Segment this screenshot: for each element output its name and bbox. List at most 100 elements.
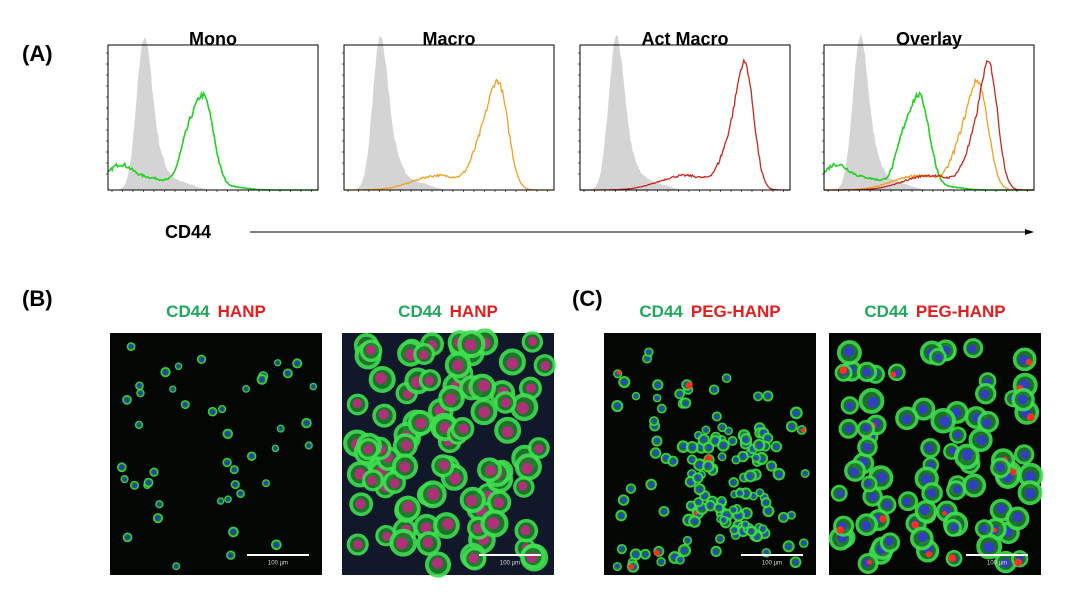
- cell-nucleus: [1024, 488, 1036, 499]
- cell-nucleus: [225, 431, 230, 436]
- cell-nucleus: [304, 420, 310, 426]
- cell-nucleus: [478, 406, 490, 418]
- isotype-histogram: [824, 34, 1034, 190]
- cell-nucleus: [861, 520, 871, 531]
- cell-nucleus: [146, 480, 151, 485]
- cell-nucleus: [979, 524, 988, 533]
- cell-nucleus: [921, 474, 932, 485]
- cell-nucleus: [200, 357, 205, 362]
- cell-nucleus: [399, 461, 411, 473]
- cell-nucleus: [516, 402, 529, 415]
- nanoparticle: [1014, 558, 1022, 567]
- cell-nucleus: [681, 548, 687, 554]
- nanoparticle: [911, 521, 919, 529]
- cell-nucleus: [649, 482, 655, 488]
- cell-nucleus: [743, 522, 748, 527]
- histogram-frame: [107, 44, 319, 191]
- cell-nucleus: [465, 495, 477, 507]
- stain-name: CD44: [864, 302, 908, 321]
- cell-nucleus: [157, 502, 161, 506]
- cell-nucleus: [968, 480, 979, 491]
- cell-nucleus: [427, 488, 440, 500]
- cell-nucleus: [742, 436, 749, 443]
- cell-nucleus: [803, 471, 808, 476]
- cell-nucleus: [643, 552, 648, 557]
- cell-nucleus: [758, 490, 762, 494]
- cell-nucleus: [420, 522, 432, 534]
- cell-nucleus: [273, 446, 278, 450]
- cell-nucleus: [716, 505, 722, 510]
- histogram-frame: [343, 44, 555, 191]
- cell-nucleus: [528, 336, 538, 347]
- cell-nucleus: [917, 531, 928, 543]
- cell-nucleus: [238, 491, 243, 496]
- cell-nucleus: [720, 424, 725, 429]
- cell-nucleus: [884, 536, 894, 546]
- nanoparticle: [925, 551, 933, 558]
- nanoparticle: [628, 563, 634, 570]
- cell-nucleus: [793, 559, 799, 565]
- cell-nucleus: [1000, 558, 1011, 568]
- cell-nucleus: [765, 393, 771, 398]
- nanoparticle: [866, 559, 872, 565]
- cell-nucleus: [653, 450, 659, 456]
- cell-nucleus: [678, 557, 683, 562]
- cell-nucleus: [788, 424, 794, 430]
- cell-nucleus: [663, 455, 669, 461]
- cell-nucleus: [355, 498, 366, 509]
- cell-nucleus: [836, 490, 844, 498]
- cell-nucleus: [995, 462, 1005, 472]
- cell-nucleus: [210, 409, 215, 414]
- cell-nucleus: [485, 465, 496, 476]
- cell-nucleus: [621, 379, 627, 385]
- cell-nucleus: [708, 503, 713, 508]
- cell-nucleus: [864, 480, 872, 488]
- cell-nucleus: [696, 487, 702, 493]
- cell-nucleus: [244, 387, 248, 391]
- scale-bar-label: 100 µm: [500, 561, 520, 567]
- cell-nucleus: [706, 445, 712, 451]
- cell-nucleus: [734, 458, 739, 462]
- cell-nucleus: [719, 499, 725, 504]
- cell-nucleus: [703, 427, 708, 432]
- cell-nucleus: [781, 514, 787, 520]
- cell-nucleus: [983, 541, 995, 553]
- stain-name: CD44: [398, 302, 442, 321]
- cell-nucleus: [769, 463, 775, 469]
- cell-nucleus: [765, 508, 771, 514]
- histogram-curve: [344, 78, 554, 191]
- cell-nucleus: [646, 349, 651, 354]
- histogram-title: Act Macro: [641, 29, 728, 49]
- nanoparticle: [616, 370, 622, 375]
- cell-nucleus: [458, 423, 469, 434]
- cell-nucleus: [862, 367, 872, 377]
- cell-nucleus: [352, 398, 362, 409]
- cell-nucleus: [401, 440, 412, 451]
- cell-nucleus: [763, 500, 769, 505]
- cell-nucleus: [967, 344, 977, 354]
- cell-nucleus: [621, 497, 626, 503]
- cell-nucleus: [934, 353, 943, 362]
- isotype-histogram: [344, 34, 554, 190]
- stain-label: CD44 PEG-HANP: [864, 302, 1005, 321]
- cell-nucleus: [389, 478, 400, 489]
- cell-nucleus: [442, 518, 454, 530]
- cell-nucleus: [518, 481, 528, 491]
- cell-nucleus: [712, 387, 717, 392]
- cell-nucleus: [696, 499, 701, 505]
- cell-nucleus: [926, 488, 937, 498]
- stain-label: CD44 HANP: [398, 302, 498, 321]
- cell-nucleus: [953, 431, 962, 439]
- cell-nucleus: [953, 485, 962, 494]
- cell-nucleus: [363, 444, 373, 455]
- cell-nucleus: [155, 515, 160, 521]
- panel-label: (A): [22, 41, 53, 66]
- cell-nucleus: [1017, 394, 1028, 405]
- cell-nucleus: [730, 480, 736, 485]
- cell-nucleus: [876, 472, 888, 483]
- cell-nucleus: [367, 476, 377, 486]
- cell-nucleus: [764, 550, 769, 555]
- cell-nucleus: [701, 493, 707, 499]
- cell-nucleus: [731, 508, 736, 512]
